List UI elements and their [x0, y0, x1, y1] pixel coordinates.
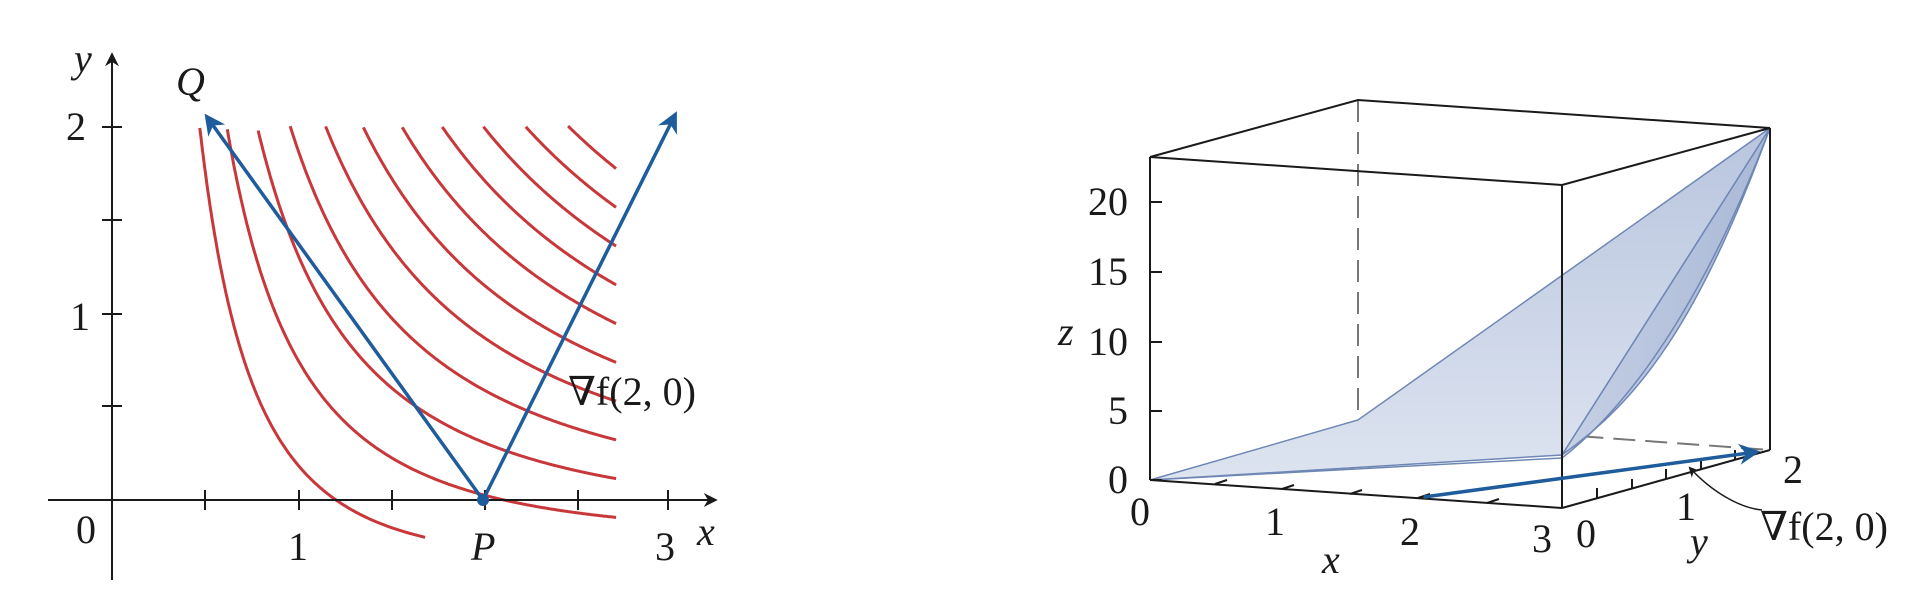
left-y-tick-label-2: 2 — [66, 104, 86, 149]
level-curve — [362, 126, 617, 364]
right-gradient-label: ∇f(2, 0) — [1760, 504, 1888, 549]
z-tick-label-5: 5 — [1108, 388, 1128, 433]
x-tick — [1486, 498, 1500, 504]
level-curve — [225, 129, 617, 519]
right-x-tick-label-1: 1 — [1265, 499, 1285, 544]
surface-front-curve — [1561, 127, 1771, 459]
right-y-tick-label-0: 0 — [1576, 511, 1596, 556]
level-curve — [324, 125, 617, 403]
surface-front-edge — [1149, 457, 1563, 481]
left-origin-label: 0 — [76, 507, 96, 552]
left-x-axis-label: x — [696, 509, 715, 554]
left-y-ticks — [102, 126, 122, 407]
left-y-axis-label: y — [70, 36, 92, 81]
right-y-tick-label-1: 1 — [1676, 484, 1696, 529]
level-curves — [198, 124, 617, 539]
left-x-tick-label-1: 1 — [288, 524, 308, 569]
level-curve — [441, 126, 617, 287]
x-tick — [1281, 484, 1295, 490]
level-curve — [482, 125, 617, 248]
z-tick-label-0: 0 — [1108, 457, 1128, 502]
level-curve — [198, 127, 426, 539]
right-z-ticks — [1150, 201, 1162, 481]
right-x-tick-label-3: 3 — [1532, 516, 1552, 561]
vector-pq — [204, 113, 485, 502]
right-x-axis-label: x — [1321, 537, 1340, 582]
box-floor-front-edge — [1149, 479, 1563, 509]
right-y-tick-label-2: 2 — [1783, 447, 1803, 492]
right-x-tick-label-0: 0 — [1130, 489, 1150, 534]
level-curve — [567, 124, 617, 170]
left-plot: x y 0 1 3 1 2 P Q ∇f(2, 0) — [48, 36, 718, 580]
x-tick — [1349, 489, 1363, 495]
right-y-axis-label: y — [1686, 519, 1708, 564]
point-p-dot — [477, 494, 489, 506]
left-y-tick-label-1: 1 — [70, 294, 90, 339]
z-axis-label: z — [1057, 309, 1074, 354]
right-plot: z 0 5 10 15 20 0 1 2 3 x 0 1 2 y ∇f(2, 0… — [1057, 98, 1888, 582]
left-x-tick-label-3: 3 — [655, 524, 675, 569]
z-tick-label-10: 10 — [1088, 319, 1128, 364]
right-x-tick-label-2: 2 — [1400, 509, 1420, 554]
level-curve — [524, 125, 617, 209]
x-tick — [1214, 479, 1228, 485]
level-curve — [288, 125, 617, 442]
point-p-label: P — [470, 524, 495, 569]
z-tick-label-15: 15 — [1088, 249, 1128, 294]
level-curve — [256, 130, 617, 481]
gradient-vector-left — [481, 111, 677, 501]
gradient-label-pointer — [1688, 466, 1763, 511]
point-q-label: Q — [176, 59, 205, 104]
gradient-vector-right — [1423, 443, 1761, 499]
left-gradient-label: ∇f(2, 0) — [568, 369, 696, 414]
box-top — [1149, 98, 1771, 187]
z-tick-label-20: 20 — [1088, 179, 1128, 224]
